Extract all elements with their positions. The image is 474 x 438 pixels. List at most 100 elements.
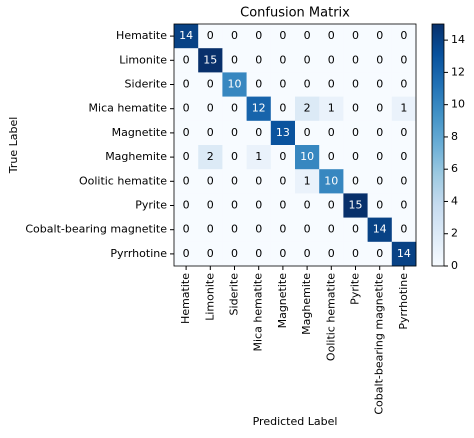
cell <box>246 169 272 194</box>
cell <box>222 96 247 122</box>
cell-label: 0 <box>304 78 311 91</box>
y-tick-label: Siderite <box>125 78 168 91</box>
cell <box>319 24 344 49</box>
cell-label: 0 <box>183 174 190 187</box>
cell <box>319 241 344 267</box>
cell <box>246 120 272 146</box>
cell <box>367 193 393 218</box>
cell <box>367 120 393 146</box>
cell <box>198 169 223 194</box>
cell <box>319 120 344 146</box>
cell <box>367 241 393 267</box>
cell-label: 0 <box>304 126 311 139</box>
cell-label: 12 <box>252 102 266 115</box>
cell-label: 0 <box>352 247 359 260</box>
x-axis-label: Predicted Label <box>253 415 338 428</box>
y-tick-label: Pyrrhotine <box>110 247 167 260</box>
colorbar-tick-label: 10 <box>451 98 465 111</box>
cell-label: 0 <box>207 78 214 91</box>
cell-label: 0 <box>255 199 262 212</box>
cell-label: 0 <box>352 223 359 236</box>
cell-label: 10 <box>324 174 338 187</box>
cell-label: 0 <box>400 174 407 187</box>
cell <box>246 217 272 243</box>
cell-label: 0 <box>255 126 262 139</box>
cell <box>367 169 393 194</box>
y-tick-label: Limonite <box>119 53 167 66</box>
cell-label: 0 <box>279 223 286 236</box>
cell <box>222 120 247 146</box>
cell-label: 0 <box>231 102 238 115</box>
cell <box>391 217 417 243</box>
cell-label: 0 <box>279 199 286 212</box>
cell-label: 0 <box>231 53 238 66</box>
cell-label: 0 <box>207 29 214 42</box>
cell <box>270 169 296 194</box>
cell-label: 0 <box>279 53 286 66</box>
cell <box>391 120 417 146</box>
cell-label: 0 <box>255 247 262 260</box>
colorbar-tick-label: 2 <box>451 227 458 240</box>
cell-label: 14 <box>179 29 193 42</box>
cell <box>295 48 320 73</box>
cell <box>391 48 417 73</box>
cell-label: 0 <box>183 102 190 115</box>
cell <box>222 193 247 218</box>
cell <box>198 96 223 122</box>
cell <box>343 193 368 218</box>
colorbar-tick-label: 14 <box>451 33 465 46</box>
cell-label: 0 <box>376 102 383 115</box>
cell <box>198 120 223 146</box>
cell <box>174 169 199 194</box>
cell <box>391 241 417 267</box>
cell <box>174 24 199 49</box>
cell-label: 0 <box>207 199 214 212</box>
cell <box>222 217 247 243</box>
colorbar-tick-label: 12 <box>451 65 465 78</box>
cell-label: 0 <box>376 247 383 260</box>
cell-label: 0 <box>400 223 407 236</box>
cell <box>295 241 320 267</box>
cell <box>295 120 320 146</box>
cell-label: 1 <box>304 174 311 187</box>
cell-label: 0 <box>400 53 407 66</box>
x-tick-label: Pyrite <box>349 273 362 305</box>
cell <box>174 241 199 267</box>
cell-label: 0 <box>183 78 190 91</box>
cell <box>391 193 417 218</box>
cell-label: 13 <box>276 126 290 139</box>
cell-label: 2 <box>304 102 311 115</box>
cell-label: 14 <box>373 223 387 236</box>
cell-label: 0 <box>183 150 190 163</box>
cell <box>295 24 320 49</box>
cell-label: 0 <box>328 223 335 236</box>
cell-label: 0 <box>304 199 311 212</box>
cell <box>367 145 393 170</box>
cell <box>319 145 344 170</box>
cell <box>319 72 344 97</box>
cell-label: 0 <box>400 29 407 42</box>
cell-label: 0 <box>328 247 335 260</box>
cell-label: 0 <box>352 102 359 115</box>
x-tick-label: Magnetite <box>276 273 289 329</box>
x-tick-label: Mica hematite <box>252 273 265 352</box>
colorbar-tick-label: 0 <box>451 259 458 272</box>
cell <box>270 145 296 170</box>
cell-label: 0 <box>183 199 190 212</box>
y-axis-label: True Label <box>7 117 20 175</box>
cell-label: 0 <box>183 223 190 236</box>
cell-label: 0 <box>328 199 335 212</box>
cell <box>319 48 344 73</box>
cell <box>198 24 223 49</box>
cell <box>295 169 320 194</box>
cell-label: 0 <box>183 247 190 260</box>
cell-label: 2 <box>207 150 214 163</box>
x-tick-label: Limonite <box>203 273 216 321</box>
cell <box>174 72 199 97</box>
cell-label: 0 <box>255 223 262 236</box>
cell-label: 0 <box>376 174 383 187</box>
cell-label: 0 <box>207 102 214 115</box>
cell <box>343 24 368 49</box>
cell-label: 0 <box>279 102 286 115</box>
